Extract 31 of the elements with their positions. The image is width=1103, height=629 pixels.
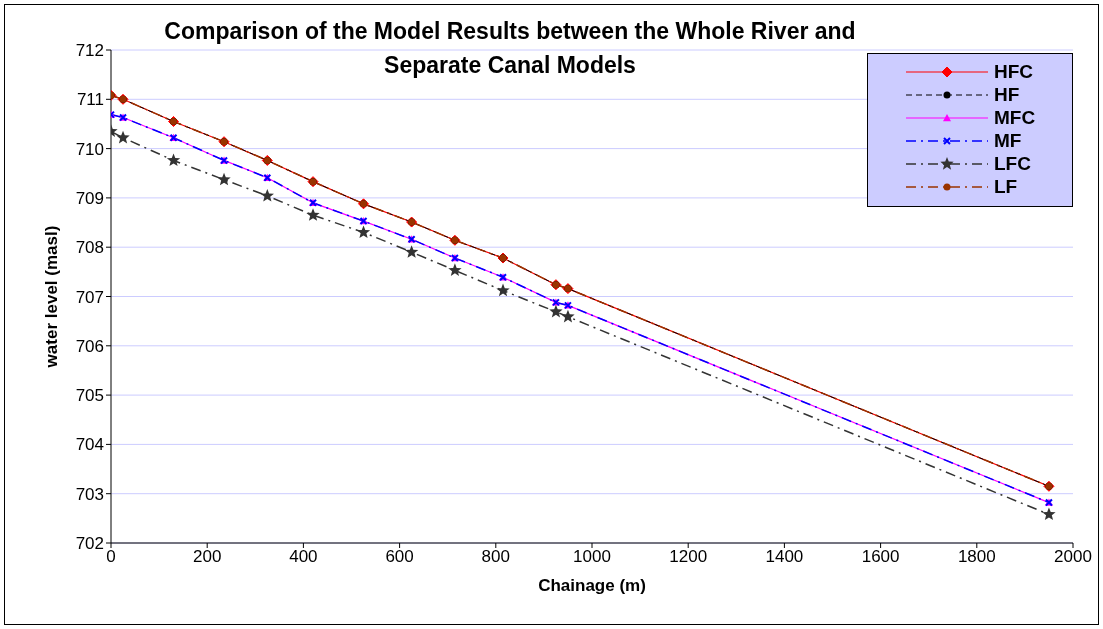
x-tick-label: 600 — [385, 547, 414, 567]
legend-label: LFC — [994, 152, 1031, 175]
x-tick-label: 0 — [106, 547, 116, 567]
y-tick-label: 707 — [75, 287, 104, 307]
y-tick-label: 711 — [76, 90, 104, 110]
x-tick-label: 800 — [481, 547, 510, 567]
x-tick-label: 1800 — [957, 547, 996, 567]
legend-label: MF — [994, 129, 1022, 152]
x-tick-label: 2000 — [1054, 547, 1092, 567]
y-axis-title: water level (masl) — [42, 225, 62, 369]
y-tick-label: 712 — [75, 41, 104, 61]
y-tick-label: 708 — [75, 238, 104, 258]
x-tick-label: 400 — [289, 547, 318, 567]
x-axis-title: Chainage (m) — [538, 576, 646, 595]
y-tick-label: 702 — [75, 534, 104, 554]
y-tick-label: 705 — [75, 386, 104, 406]
legend-label: LF — [994, 175, 1018, 198]
x-tick-label: 1200 — [669, 547, 708, 567]
x-tick-label: 1000 — [573, 547, 611, 567]
legend-label: HF — [994, 83, 1020, 106]
y-tick-label: 709 — [75, 188, 104, 208]
chart-title: Comparison of the Model Results between the Whole River and Separate Canal Models — [163, 17, 857, 80]
x-tick-label: 1600 — [861, 547, 900, 567]
y-tick-label: 703 — [75, 484, 104, 504]
legend-label: MFC — [994, 106, 1036, 129]
y-tick-label: 710 — [75, 139, 104, 159]
legend-label: HFC — [994, 60, 1034, 83]
x-tick-label: 1400 — [765, 547, 804, 567]
x-tick-label: 200 — [193, 547, 222, 567]
y-tick-label: 704 — [75, 435, 104, 455]
y-tick-label: 706 — [75, 336, 104, 356]
